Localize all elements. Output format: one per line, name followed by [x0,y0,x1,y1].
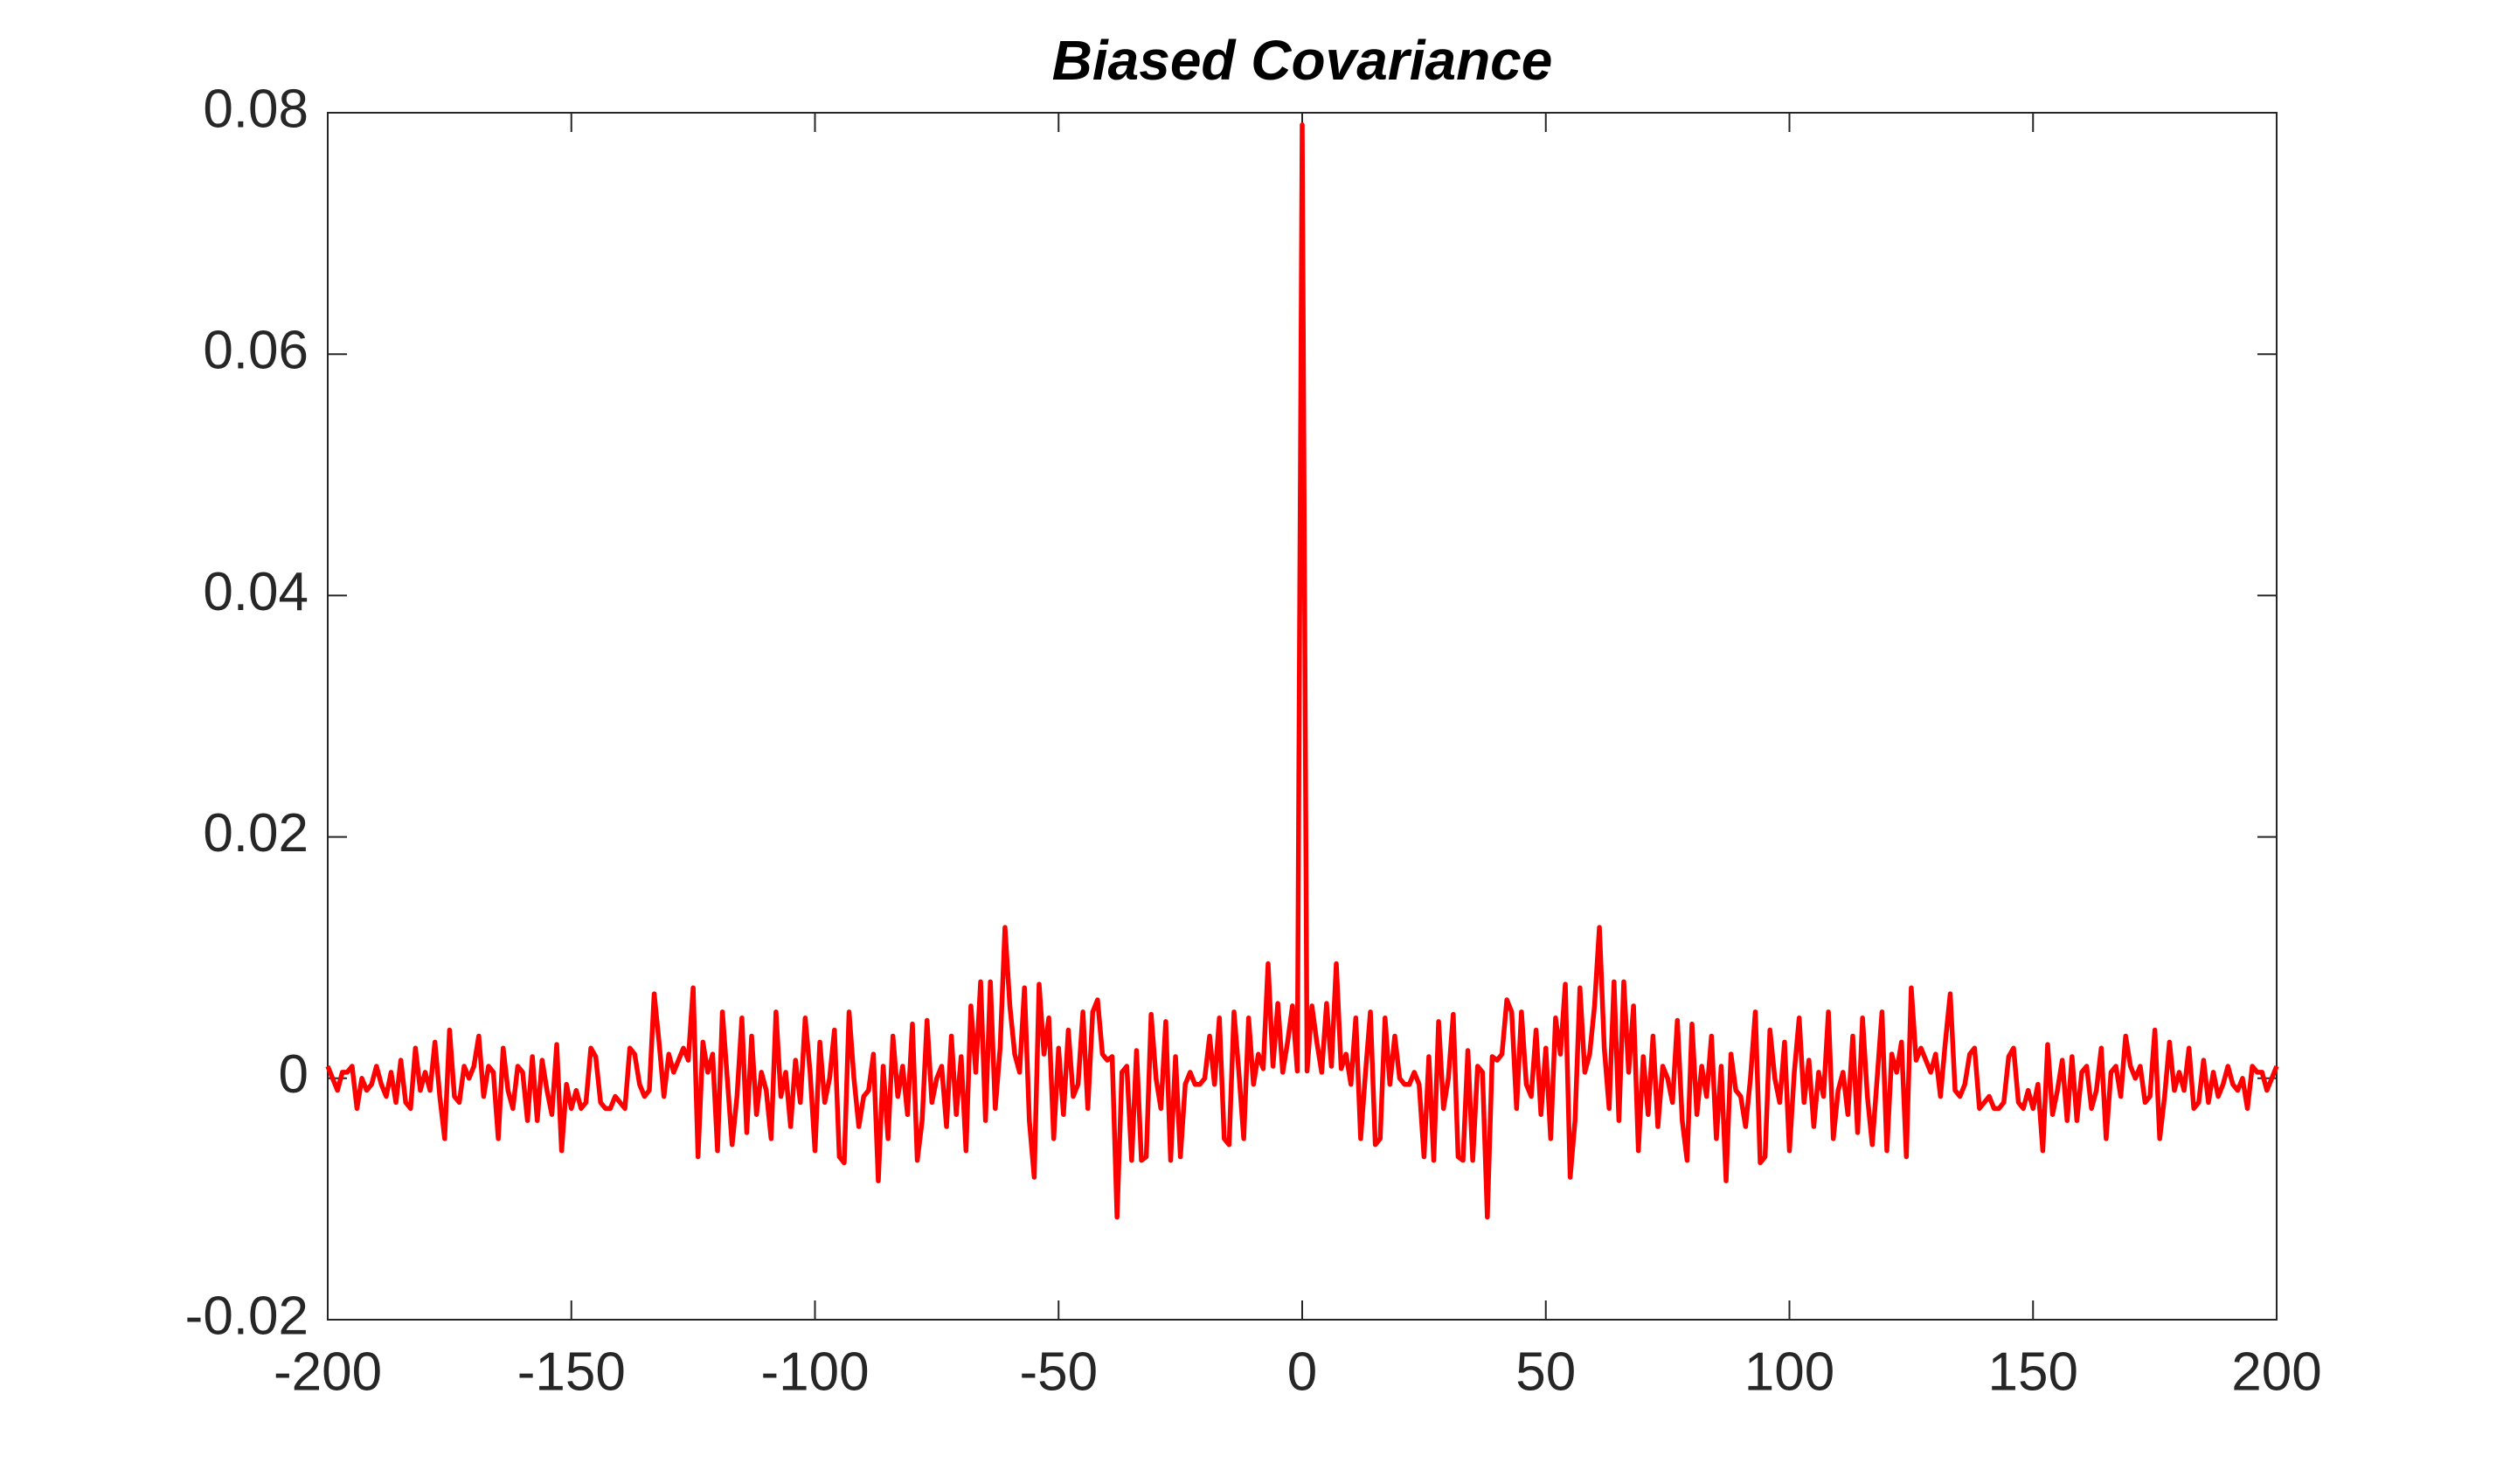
x-tick-label: -150 [517,1342,626,1402]
y-tick-label: 0.06 [203,321,309,381]
y-tick-label: 0.08 [203,79,309,139]
x-tick-label: -50 [1019,1342,1098,1402]
x-tick-label: -200 [274,1342,382,1402]
data-line [325,122,2279,1220]
y-tick-label: 0 [279,1044,309,1105]
y-tick-label: -0.02 [185,1286,309,1346]
x-tick-label: 150 [1988,1342,2078,1402]
chart-title: Biased Covariance [1052,29,1553,92]
x-tick-label: -100 [760,1342,869,1402]
x-tick-label: 200 [2231,1342,2321,1402]
x-tick-label: 50 [1515,1342,1576,1402]
y-tick-label: 0.04 [203,562,309,622]
x-tick-label: 0 [1287,1342,1317,1402]
y-tick-label: 0.02 [203,803,309,863]
x-tick-label: 100 [1744,1342,1834,1402]
